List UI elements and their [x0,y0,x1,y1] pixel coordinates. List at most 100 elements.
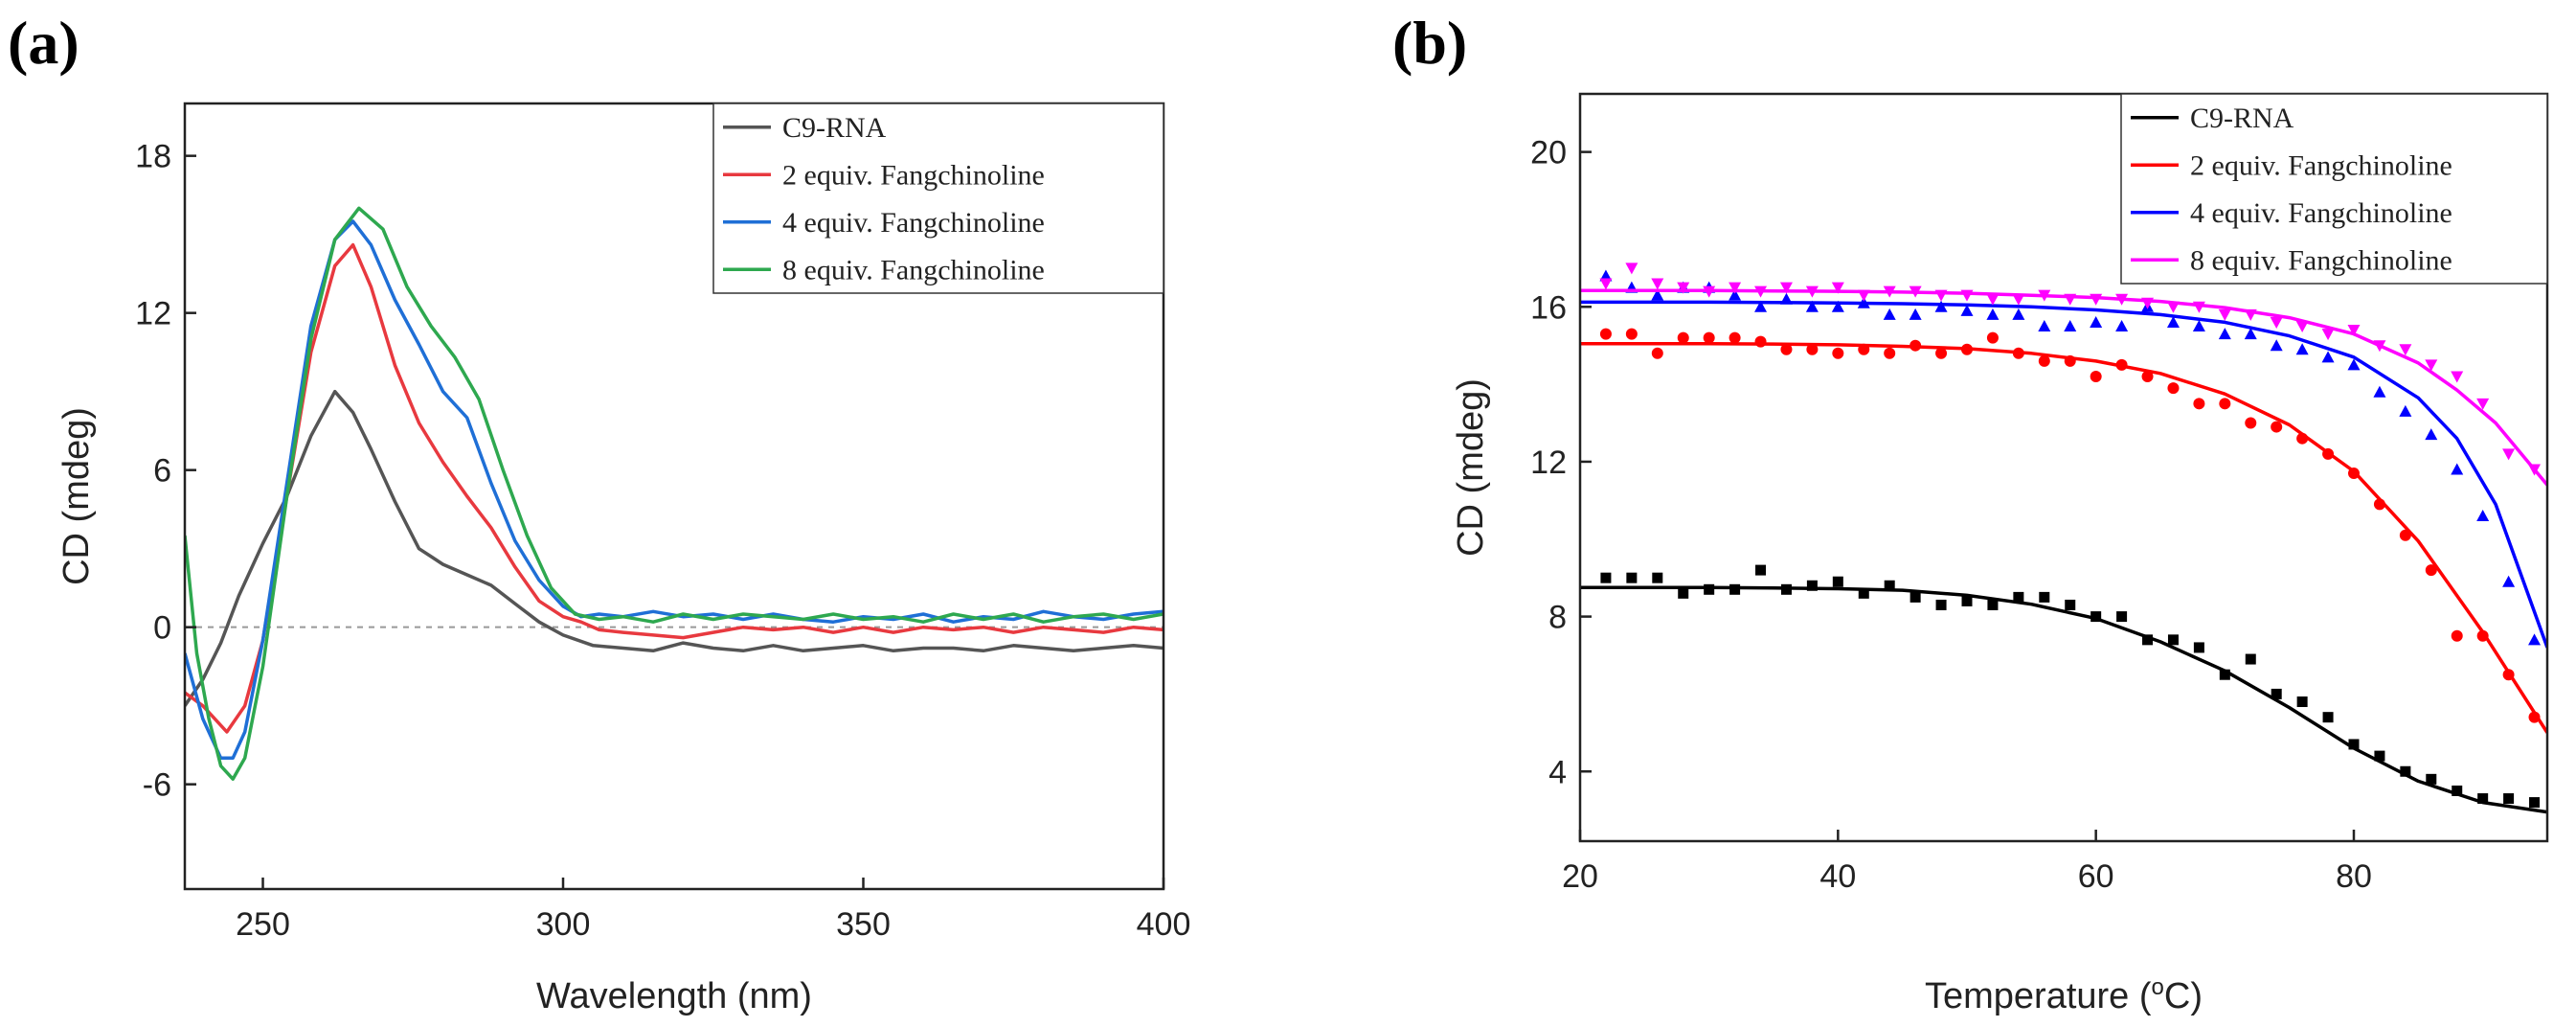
data-point-2-equiv-fangchinoline [1961,343,1973,355]
data-point-8-equiv-fangchinoline [1805,285,1819,298]
data-point-c9-rna [1729,583,1741,595]
data-point-8-equiv-fangchinoline [2451,371,2464,383]
data-point-2-equiv-fangchinoline [2322,447,2335,460]
panel-a-label: (a) [8,9,79,77]
data-point-4-equiv-fangchinoline [1883,308,1896,320]
data-point-4-equiv-fangchinoline [2218,328,2231,340]
data-point-4-equiv-fangchinoline [2528,633,2542,646]
data-point-2-equiv-fangchinoline [1832,347,1844,359]
data-point-c9-rna [1909,591,1921,603]
panel-a-ylabel: CD (mdeg) [56,407,97,585]
data-point-8-equiv-fangchinoline [1934,289,1948,302]
data-point-4-equiv-fangchinoline [2451,463,2464,475]
data-point-8-equiv-fangchinoline [1729,282,1742,294]
data-point-4-equiv-fangchinoline [2425,428,2438,441]
data-point-c9-rna [2193,642,2204,653]
legend-box [712,103,1164,294]
data-point-8-equiv-fangchinoline [2090,293,2103,306]
data-point-c9-rna [2400,765,2411,777]
data-point-4-equiv-fangchinoline [2012,308,2025,320]
panel-a-ticks: 250 300 350 400 -6 0 6 12 18 [135,139,1190,943]
data-point-8-equiv-fangchinoline [1883,285,1896,298]
panel-a-plot-area [185,206,1164,781]
data-point-8-equiv-fangchinoline [2244,308,2257,321]
data-point-8-equiv-fangchinoline [2399,344,2412,356]
data-point-4-equiv-fangchinoline [2038,319,2051,331]
panel-b-legend: C9-RNA 2 equiv. Fangchinoline 4 equiv. Fan… [2120,93,2548,285]
data-point-c9-rna [2374,750,2385,762]
panel-b-ticks: 20 40 60 80 4 8 12 16 20 [1530,135,2372,895]
data-point-2-equiv-fangchinoline [2451,629,2463,642]
legend-box [2120,93,2548,285]
data-point-4-equiv-fangchinoline [2270,339,2283,352]
y-tick-label: 8 [1548,600,1567,636]
legend-label-c9-rna: C9-RNA [782,112,887,144]
data-point-2-equiv-fangchinoline [1729,331,1741,344]
panel-b: (b) 20 40 60 80 4 8 12 16 20 Temperature (oC) CD… [1392,9,2549,1016]
data-point-c9-rna [1626,572,1638,583]
data-point-4-equiv-fangchinoline [1805,300,1819,312]
data-point-4-equiv-fangchinoline [2476,510,2490,522]
data-point-c9-rna [1704,583,1715,595]
data-point-2-equiv-fangchinoline [1935,347,1948,359]
data-point-2-equiv-fangchinoline [1599,328,1612,340]
data-point-c9-rna [1600,572,1612,583]
data-point-8-equiv-fangchinoline [1960,289,1974,302]
legend-label-2-equiv-fangchinoline: 2 equiv. Fangchinoline [2190,149,2452,181]
x-tick-label: 40 [1819,858,1856,895]
data-point-c9-rna [2296,696,2308,708]
data-point-2-equiv-fangchinoline [2476,629,2489,642]
data-point-2-equiv-fangchinoline [2167,382,2180,395]
panel-a-frame [183,102,1165,891]
data-point-8-equiv-fangchinoline [1625,262,1638,275]
data-point-8-equiv-fangchinoline [2218,308,2231,321]
data-point-4-equiv-fangchinoline [2502,575,2516,587]
data-point-8-equiv-fangchinoline [2192,301,2205,313]
data-point-c9-rna [2090,611,2102,623]
panel-b-frame [1578,92,2549,843]
data-point-c9-rna [2348,739,2360,750]
data-point-8-equiv-fangchinoline [2038,289,2051,302]
data-point-c9-rna [1780,583,1792,595]
data-point-2-equiv-fangchinoline [1858,343,1870,355]
data-point-2-equiv-fangchinoline [2064,354,2076,367]
data-point-c9-rna [2503,793,2515,805]
legend-label-2-equiv-fangchinoline: 2 equiv. Fangchinoline [782,159,1045,191]
data-point-c9-rna [2013,591,2024,603]
data-point-c9-rna [2065,599,2076,610]
panel-b-ylabel: CD (mdeg) [1451,378,1491,557]
data-point-4-equiv-fangchinoline [1599,269,1613,282]
data-point-c9-rna [1832,576,1843,587]
data-point-2-equiv-fangchinoline [2296,432,2309,445]
legend-label-4-equiv-fangchinoline: 4 equiv. Fangchinoline [2190,197,2452,229]
data-point-2-equiv-fangchinoline [2219,398,2231,410]
data-point-4-equiv-fangchinoline [1960,304,1974,316]
data-point-8-equiv-fangchinoline [2166,301,2180,313]
data-point-4-equiv-fangchinoline [2399,404,2412,417]
data-point-4-equiv-fangchinoline [2244,328,2257,340]
legend-label-8-equiv-fangchinoline: 8 equiv. Fangchinoline [782,254,1045,285]
data-point-2-equiv-fangchinoline [2502,669,2515,681]
data-point-4-equiv-fangchinoline [2347,358,2361,371]
data-point-2-equiv-fangchinoline [2141,371,2154,383]
panel-a: (a) 250 300 350 400 -6 0 6 12 18 Wavelength (nm)… [8,9,1190,1016]
y-tick-label: 0 [153,610,171,647]
data-point-2-equiv-fangchinoline [1806,343,1819,355]
data-point-4-equiv-fangchinoline [1934,300,1948,312]
data-point-8-equiv-fangchinoline [1986,293,2000,306]
data-point-2-equiv-fangchinoline [2245,417,2257,429]
data-point-4-equiv-fangchinoline [1651,288,1664,301]
x-tick-label: 80 [2336,858,2372,895]
legend-label-8-equiv-fangchinoline: 8 equiv. Fangchinoline [2190,244,2452,276]
data-point-2-equiv-fangchinoline [1703,331,1715,344]
y-tick-label: 12 [1530,445,1567,481]
data-point-4-equiv-fangchinoline [2166,315,2180,328]
data-point-2-equiv-fangchinoline [1651,347,1663,359]
legend-label-4-equiv-fangchinoline: 4 equiv. Fangchinoline [782,207,1045,239]
data-point-4-equiv-fangchinoline [1779,292,1793,305]
data-point-c9-rna [2142,634,2154,646]
data-point-8-equiv-fangchinoline [1677,282,1690,294]
data-point-2-equiv-fangchinoline [2012,347,2024,359]
series-line-2-equiv-fangchinoline [1580,341,2547,734]
